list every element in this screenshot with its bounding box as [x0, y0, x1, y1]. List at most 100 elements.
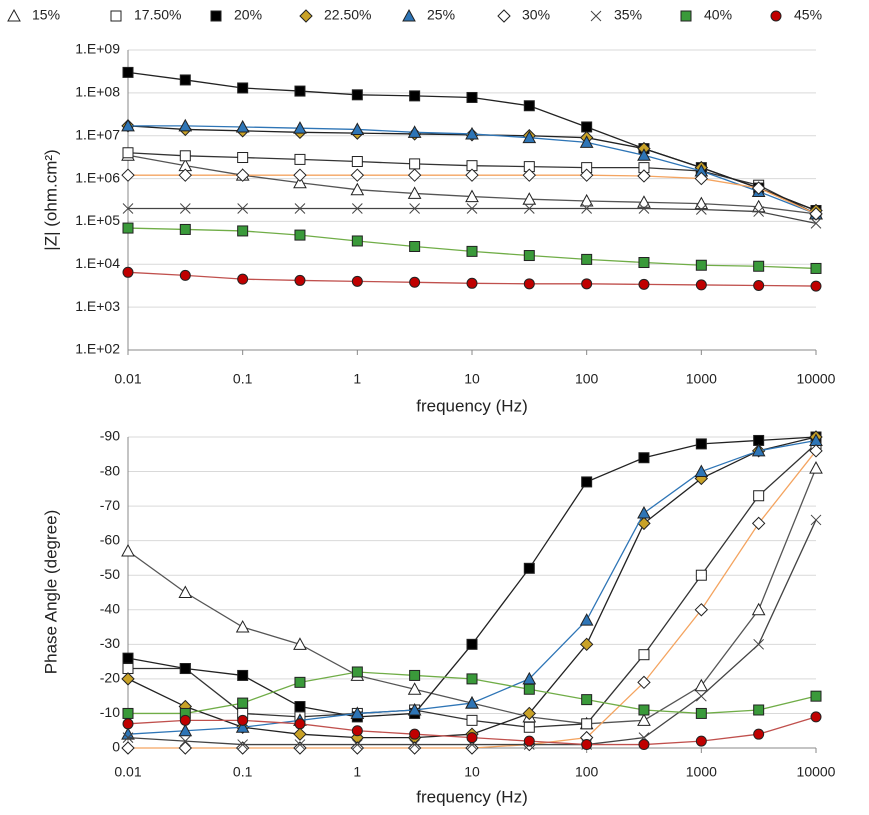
- marker: [581, 718, 593, 730]
- x-tick-label: 10000: [797, 764, 836, 780]
- marker: [178, 118, 193, 132]
- legend-marker: [590, 10, 602, 22]
- marker: [293, 168, 307, 182]
- marker: [237, 697, 249, 709]
- marker: [695, 279, 707, 291]
- marker: [293, 121, 307, 134]
- marker: [407, 125, 422, 138]
- marker: [638, 257, 650, 269]
- x-axis-title: frequency (Hz): [416, 396, 527, 415]
- x-tick-label: 10: [464, 764, 480, 780]
- marker: [695, 707, 707, 719]
- marker: [810, 218, 822, 229]
- marker: [293, 637, 307, 650]
- marker: [522, 168, 537, 182]
- marker: [810, 711, 822, 723]
- legend-marker: [680, 10, 692, 22]
- marker: [294, 274, 306, 286]
- marker: [523, 683, 535, 695]
- x-tick-label: 100: [575, 371, 599, 387]
- marker: [638, 649, 650, 661]
- marker: [121, 672, 135, 686]
- legend-label: 40%: [704, 7, 732, 23]
- legend-label: 30%: [522, 7, 550, 23]
- marker: [523, 100, 535, 112]
- marker: [121, 168, 135, 182]
- marker: [579, 193, 594, 207]
- marker: [294, 739, 306, 750]
- marker: [235, 620, 250, 633]
- x-tick-label: 0.01: [114, 764, 141, 780]
- marker: [122, 266, 134, 278]
- x-tick-label: 0.1: [233, 371, 253, 387]
- y-tick-label: 1.E+09: [75, 41, 120, 57]
- marker: [179, 223, 191, 235]
- marker: [466, 714, 478, 726]
- marker: [235, 720, 250, 733]
- y-tick-label: 1.E+06: [75, 169, 120, 185]
- legend-label: 17.50%: [134, 7, 181, 23]
- series-line: [127, 519, 817, 746]
- marker: [466, 638, 478, 650]
- marker: [694, 678, 709, 692]
- marker: [350, 182, 365, 196]
- marker: [294, 85, 306, 97]
- marker: [638, 203, 650, 214]
- marker: [810, 280, 822, 292]
- x-axis-title: frequency (Hz): [416, 787, 527, 806]
- marker: [121, 727, 135, 740]
- marker: [237, 203, 249, 214]
- marker: [407, 168, 422, 182]
- marker: [523, 250, 535, 262]
- legend-marker: [770, 10, 782, 22]
- marker: [753, 638, 765, 650]
- marker: [121, 543, 135, 557]
- marker: [465, 696, 479, 709]
- marker: [694, 603, 709, 617]
- marker: [810, 690, 822, 702]
- marker: [638, 452, 650, 464]
- marker: [235, 168, 250, 182]
- marker: [179, 269, 191, 281]
- x-tick-label: 1000: [686, 764, 717, 780]
- x-tick-label: 1: [353, 371, 361, 387]
- marker: [637, 169, 651, 183]
- legend-marker: [402, 8, 416, 22]
- marker: [179, 150, 191, 162]
- marker: [809, 461, 823, 474]
- marker: [179, 74, 191, 86]
- series-line: [127, 439, 817, 735]
- marker: [523, 721, 535, 733]
- x-tick-label: 100: [575, 764, 599, 780]
- marker: [753, 704, 765, 716]
- marker: [121, 118, 135, 132]
- y-tick-label: 1.E+08: [75, 84, 120, 100]
- marker: [523, 278, 535, 290]
- y-axis-title: Phase Angle (degree): [41, 510, 60, 674]
- marker: [294, 718, 306, 730]
- marker: [522, 130, 537, 144]
- marker: [122, 732, 134, 743]
- marker: [638, 704, 650, 716]
- marker: [407, 682, 422, 695]
- marker: [809, 207, 823, 221]
- marker: [409, 669, 421, 681]
- marker: [581, 694, 593, 706]
- marker: [237, 152, 249, 164]
- y-tick-label: 1.E+03: [75, 298, 120, 314]
- marker: [466, 91, 478, 103]
- marker: [694, 171, 709, 186]
- y-tick-label: -80: [100, 462, 120, 478]
- series-line: [127, 436, 817, 739]
- marker: [122, 203, 134, 214]
- marker: [122, 147, 134, 159]
- marker: [351, 725, 363, 737]
- marker: [466, 277, 478, 289]
- marker: [695, 204, 707, 215]
- marker: [579, 637, 594, 652]
- y-tick-label: 1.E+05: [75, 212, 120, 228]
- marker: [350, 706, 365, 719]
- marker: [237, 669, 249, 681]
- marker: [810, 262, 822, 274]
